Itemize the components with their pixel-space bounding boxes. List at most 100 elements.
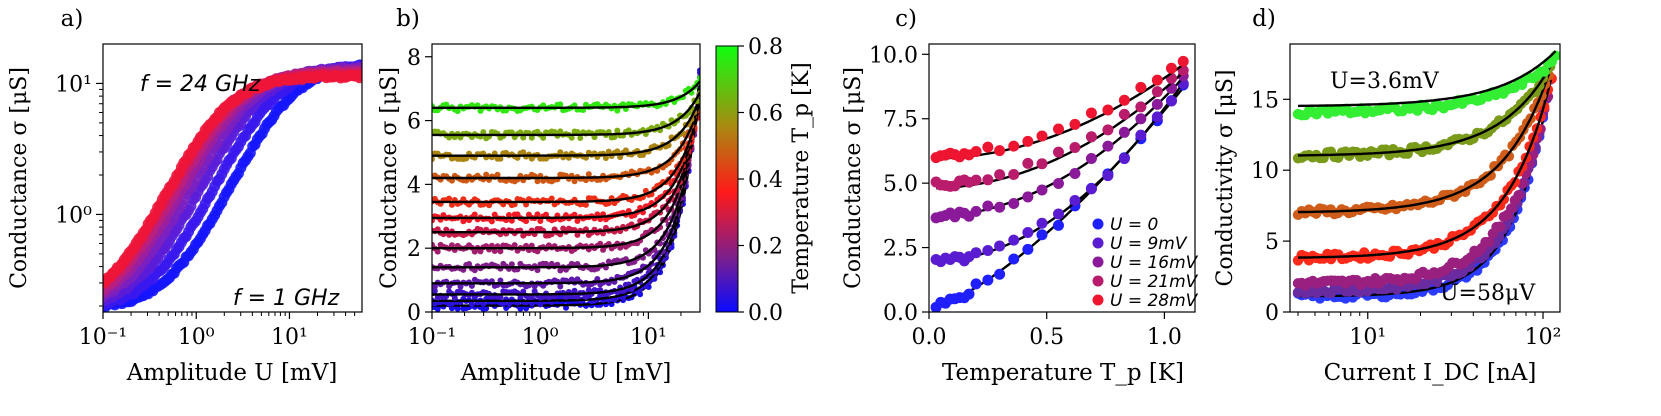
panel-c-point [970,278,982,290]
panel-d-fit-line [1297,73,1551,214]
panel-c-point [994,201,1006,213]
panel-b-point [454,108,461,115]
panel-b-fit-line [432,97,700,157]
panel-c-point [994,145,1006,157]
panel-d-ytick-label: 10 [1251,159,1279,184]
panel-c-point [1022,157,1034,169]
panel-b-fit-line [432,84,700,285]
panel-b-point [520,149,527,156]
panel-b-point [480,300,487,307]
panel-b-point [434,248,441,255]
panel-b-point [605,148,612,155]
panel-c-point [982,141,994,153]
panel-b-point [483,305,490,312]
panel-b-point [611,134,618,141]
colorbar-tick-label: 0.6 [748,102,783,127]
panel-b-frame [431,43,701,313]
panel-b-point [488,218,495,225]
panel-b-fit-line [432,101,700,180]
panel-c-point [994,169,1006,181]
panel-d-frame [1289,43,1561,313]
panel-c-point [1008,253,1020,265]
panel-b-point [534,211,541,218]
panel-c-point [982,174,994,186]
panel-d-fit-line [1297,76,1553,259]
panel-b-point [471,211,478,218]
panel-c-legend-label: U = 28mV [1110,291,1199,311]
panel-c-point [970,205,982,217]
panel-c-legend-marker [1092,275,1104,287]
panel-b-point [446,195,453,202]
panel-d-tag: d) [1252,6,1276,32]
panel-c-point [982,200,994,212]
panel-b-point [454,305,461,312]
panel-c-legend-label: U = 16mV [1110,253,1199,273]
panel-a: 10⁻¹ 10⁰ 10¹ 10⁰ 10¹ Amplitude U [mV] Conducta… [7,6,363,386]
panel-c-point [982,245,994,257]
panel-c-series [930,55,1189,164]
panel-b-point [468,301,475,308]
panel-b-point [597,240,604,247]
panel-c-point [1022,243,1034,255]
panel-b-point [697,69,700,76]
panel-c-point [1118,94,1130,106]
panel-c-point [994,268,1006,280]
panel-d-xtick-label: 10² [1525,325,1562,350]
panel-b-point [463,155,470,162]
panel-c-point [994,240,1006,252]
panel-b-fit-line [432,90,700,269]
colorbar-label: Temperature T_p [K] [789,62,814,293]
panel-b-fit-line [432,101,700,220]
panel-d-point [1483,236,1495,248]
panel-c-point [1118,153,1130,165]
panel-c-legend-marker [1092,237,1104,249]
panel-a-xtick-label: 10⁰ [178,325,215,350]
panel-c-point [1165,95,1177,107]
panel-b-point [497,248,504,255]
panel-b-ylabel: Conductance σ [μS] [377,67,402,289]
panel-c-point [970,174,982,186]
panel-c-point [1151,111,1163,123]
panel-b-point [543,211,550,218]
panel-b-ytick-label: 8 [407,46,421,71]
panel-b-point [497,277,504,284]
panel-b-point [568,134,575,141]
panel-c-point [1036,229,1048,241]
panel-b-point [448,201,455,208]
colorbar [715,45,739,313]
panel-b-point [585,171,592,178]
panel-a-ytick-label: 10¹ [55,72,92,97]
panel-b-point [505,211,512,218]
panel-b-ytick-label: 4 [407,173,421,198]
panel-b-point [614,148,621,155]
panel-c-ytick-label: 0.0 [883,301,918,326]
panel-d-series [1292,50,1560,121]
panel-b-point [557,283,564,290]
panel-a-xlabel: Amplitude U [mV] [126,360,338,386]
panel-b-plot-area [432,67,700,312]
panel-a-annotation-1ghz: f = 1 GHz [233,286,340,311]
panel-b-point [483,171,490,178]
panel-c-point [963,288,975,300]
panel-c-point [1036,184,1048,196]
panel-c-point [1118,108,1130,120]
panel-d-fit-line [1297,50,1557,108]
panel-c-point [1069,195,1081,207]
panel-c-point [1008,198,1020,210]
panel-b-point [563,293,569,300]
panel-b-tag: b) [396,6,420,32]
panel-c-point [982,274,994,286]
panel-b-point [491,247,498,254]
panel-a-ytick-label: 10⁰ [55,203,92,228]
panel-d-ytick-label: 0 [1265,301,1279,326]
panel-c-point [1022,191,1034,203]
colorbar-tick-label: 0.4 [748,168,783,193]
panel-b-ytick-label: 6 [407,110,421,135]
panel-c-legend-label: U = 21mV [1110,272,1199,292]
panel-c-point [1008,234,1020,246]
panel-c-point [1102,104,1114,116]
panel-c-point [1135,113,1147,125]
panel-c-point [1165,62,1177,74]
panel-b-point [697,74,700,81]
panel-c-xtick-label: 0.5 [1029,325,1064,350]
